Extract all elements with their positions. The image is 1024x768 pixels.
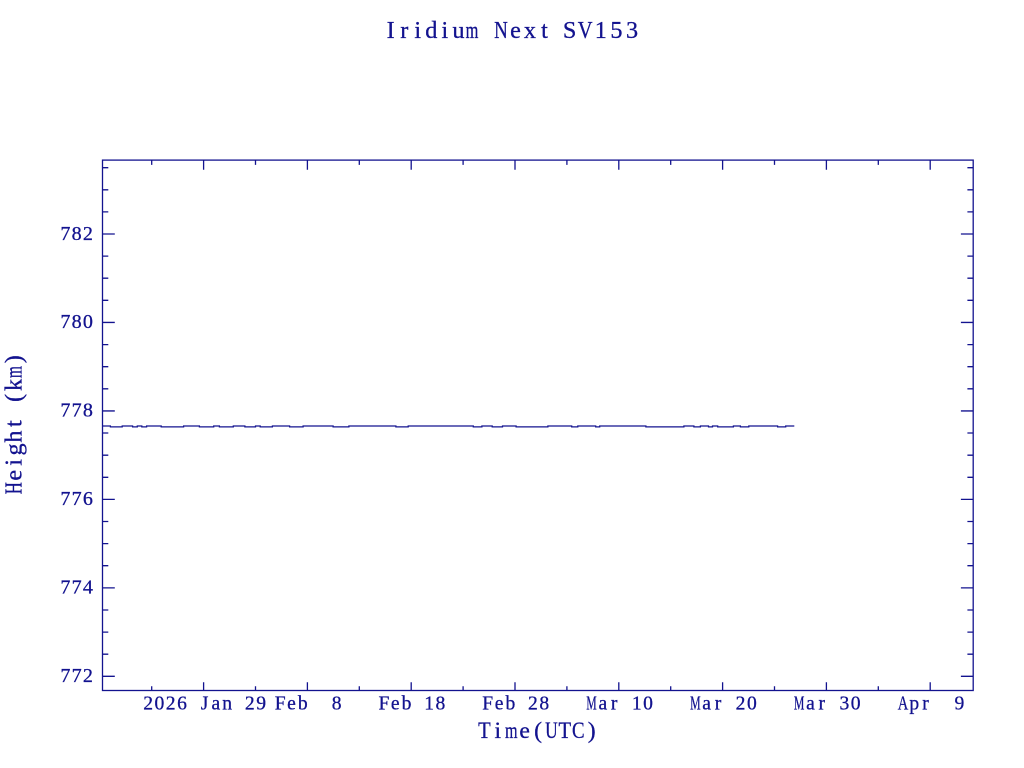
svg-text:2: 2 bbox=[736, 694, 746, 715]
svg-text:V: V bbox=[578, 17, 593, 44]
svg-text:a: a bbox=[702, 694, 711, 715]
svg-text:b: b bbox=[505, 694, 515, 715]
svg-text:a: a bbox=[599, 694, 608, 715]
svg-text:4: 4 bbox=[83, 577, 93, 599]
svg-text:b: b bbox=[298, 694, 308, 715]
svg-text:7: 7 bbox=[60, 311, 70, 333]
svg-text:0: 0 bbox=[643, 694, 653, 715]
svg-text:F: F bbox=[482, 694, 493, 715]
svg-text:F: F bbox=[275, 694, 286, 715]
svg-text:e: e bbox=[495, 694, 504, 715]
svg-text:M: M bbox=[690, 694, 701, 715]
svg-text:m: m bbox=[1, 366, 28, 378]
svg-text:i: i bbox=[414, 17, 421, 44]
svg-text:C: C bbox=[572, 718, 585, 744]
svg-text:e: e bbox=[287, 694, 296, 715]
svg-text:7: 7 bbox=[72, 488, 82, 510]
svg-text:H: H bbox=[1, 482, 28, 494]
svg-text:1: 1 bbox=[595, 17, 607, 44]
svg-text:t: t bbox=[541, 17, 548, 44]
svg-text:0: 0 bbox=[851, 694, 861, 715]
svg-text:t: t bbox=[1, 420, 28, 427]
svg-text:3: 3 bbox=[626, 17, 638, 44]
svg-text:8: 8 bbox=[539, 694, 549, 715]
svg-text:2: 2 bbox=[143, 694, 153, 715]
svg-text:8: 8 bbox=[83, 400, 93, 422]
svg-text:b: b bbox=[402, 694, 412, 715]
svg-text:9: 9 bbox=[256, 694, 266, 715]
svg-text:u: u bbox=[452, 17, 464, 44]
svg-text:): ) bbox=[1, 355, 28, 363]
svg-text:r: r bbox=[922, 694, 929, 715]
svg-text:): ) bbox=[588, 718, 596, 744]
svg-text:1: 1 bbox=[632, 694, 642, 715]
svg-text:7: 7 bbox=[60, 577, 70, 599]
svg-text:U: U bbox=[545, 718, 558, 744]
svg-text:k: k bbox=[1, 378, 28, 391]
svg-text:M: M bbox=[586, 694, 597, 715]
svg-text:a: a bbox=[212, 694, 221, 715]
svg-text:1: 1 bbox=[424, 694, 434, 715]
svg-text:T: T bbox=[559, 718, 572, 744]
svg-text:p: p bbox=[909, 694, 919, 715]
svg-text:r: r bbox=[400, 17, 408, 44]
svg-text:8: 8 bbox=[72, 223, 82, 245]
svg-text:J: J bbox=[201, 694, 209, 715]
svg-text:r: r bbox=[818, 694, 825, 715]
svg-text:7: 7 bbox=[60, 400, 70, 422]
svg-text:(: ( bbox=[534, 718, 542, 744]
svg-text:8: 8 bbox=[436, 694, 446, 715]
svg-text:i: i bbox=[442, 17, 449, 44]
svg-text:S: S bbox=[563, 17, 576, 44]
svg-text:6: 6 bbox=[83, 488, 93, 510]
svg-text:N: N bbox=[494, 17, 508, 44]
svg-text:e: e bbox=[519, 718, 530, 744]
svg-text:7: 7 bbox=[72, 400, 82, 422]
svg-text:6: 6 bbox=[177, 694, 187, 715]
svg-text:0: 0 bbox=[155, 694, 165, 715]
svg-text:d: d bbox=[425, 17, 437, 44]
svg-text:m: m bbox=[466, 17, 479, 44]
svg-text:7: 7 bbox=[60, 223, 70, 245]
svg-text:0: 0 bbox=[747, 694, 757, 715]
svg-text:i: i bbox=[495, 718, 502, 744]
svg-text:m: m bbox=[505, 718, 518, 744]
svg-text:7: 7 bbox=[60, 665, 70, 687]
svg-text:0: 0 bbox=[83, 311, 93, 333]
svg-text:A: A bbox=[898, 694, 909, 715]
svg-text:2: 2 bbox=[83, 223, 93, 245]
svg-text:2: 2 bbox=[166, 694, 176, 715]
svg-text:7: 7 bbox=[72, 665, 82, 687]
svg-text:r: r bbox=[715, 694, 722, 715]
svg-text:i: i bbox=[1, 459, 28, 466]
svg-text:8: 8 bbox=[72, 311, 82, 333]
svg-text:I: I bbox=[387, 17, 395, 44]
svg-text:e: e bbox=[391, 694, 400, 715]
svg-text:2: 2 bbox=[83, 665, 93, 687]
svg-text:T: T bbox=[478, 718, 491, 744]
svg-text:9: 9 bbox=[955, 694, 965, 715]
svg-text:M: M bbox=[794, 694, 805, 715]
svg-text:r: r bbox=[611, 694, 618, 715]
svg-text:a: a bbox=[806, 694, 815, 715]
svg-text:7: 7 bbox=[60, 488, 70, 510]
svg-text:2: 2 bbox=[528, 694, 538, 715]
svg-text:h: h bbox=[1, 431, 28, 443]
svg-text:e: e bbox=[510, 17, 521, 44]
svg-text:g: g bbox=[1, 443, 28, 455]
svg-text:n: n bbox=[222, 694, 232, 715]
svg-text:5: 5 bbox=[610, 17, 622, 44]
svg-text:2: 2 bbox=[245, 694, 255, 715]
svg-text:F: F bbox=[379, 694, 390, 715]
svg-text:(: ( bbox=[1, 394, 28, 402]
svg-text:3: 3 bbox=[839, 694, 849, 715]
svg-text:7: 7 bbox=[72, 577, 82, 599]
svg-text:8: 8 bbox=[332, 694, 342, 715]
svg-text:e: e bbox=[1, 470, 28, 481]
svg-text:x: x bbox=[524, 17, 536, 44]
